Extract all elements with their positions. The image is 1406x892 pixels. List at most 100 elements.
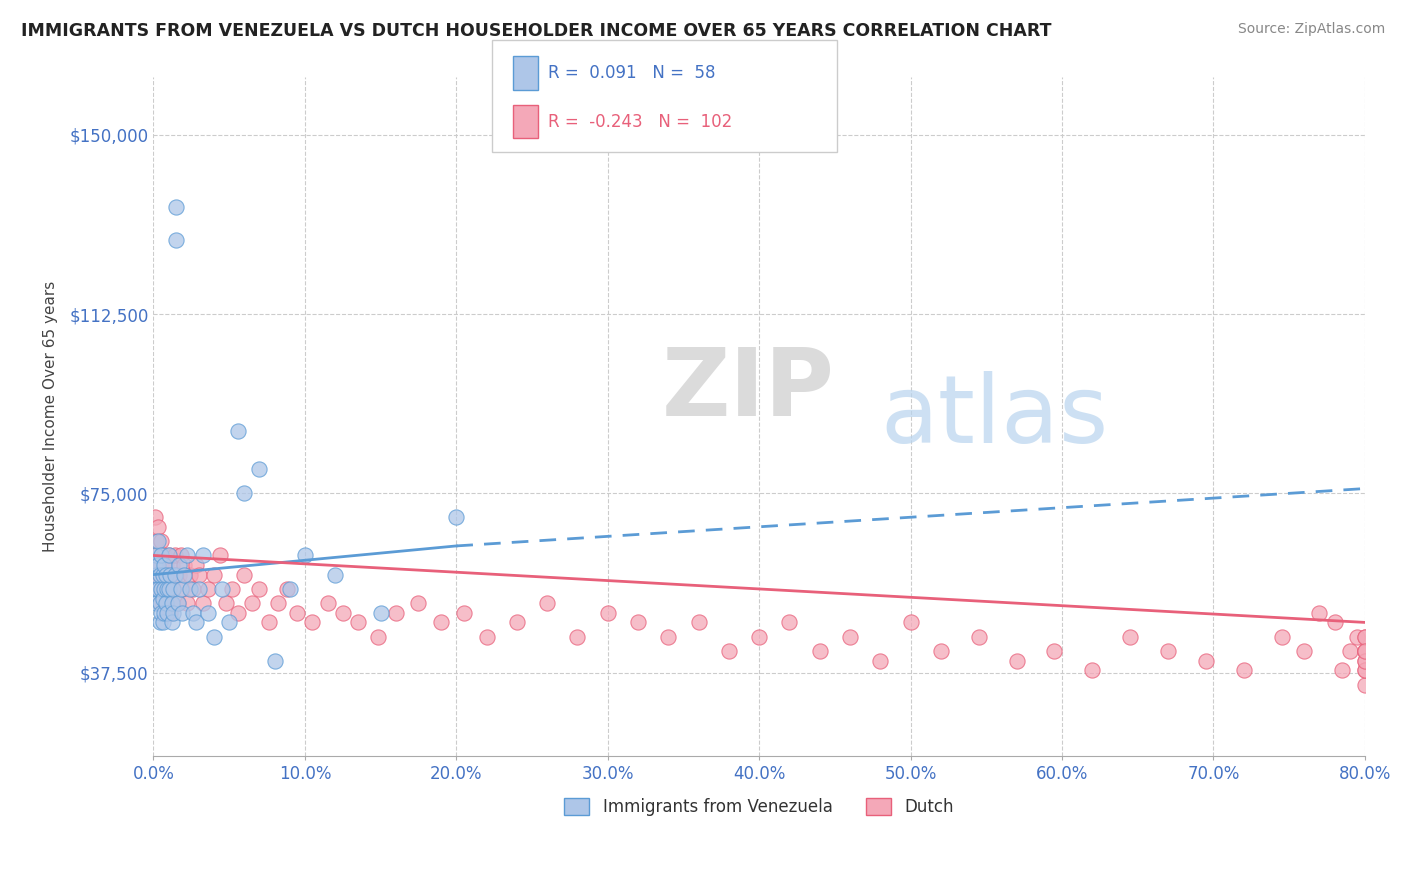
Point <box>156 582 179 596</box>
Legend: Immigrants from Venezuela, Dutch: Immigrants from Venezuela, Dutch <box>558 791 960 822</box>
Point <box>900 615 922 630</box>
Point <box>145 549 167 563</box>
Point <box>209 549 232 563</box>
Point <box>167 567 190 582</box>
Point <box>323 567 346 582</box>
Point <box>215 596 238 610</box>
Point <box>301 615 323 630</box>
Point <box>150 549 173 563</box>
Point <box>197 582 219 596</box>
Point <box>1323 615 1346 630</box>
Point <box>211 582 233 596</box>
Point <box>146 558 169 572</box>
Point <box>1195 654 1218 668</box>
Point <box>1081 663 1104 677</box>
Point <box>145 534 167 549</box>
Point <box>249 582 271 596</box>
Point <box>1308 606 1330 620</box>
Point <box>146 582 169 596</box>
Point <box>148 596 170 610</box>
Point <box>1354 654 1376 668</box>
Point <box>202 567 225 582</box>
Point <box>1346 630 1368 644</box>
Point <box>1354 644 1376 658</box>
Text: Source: ZipAtlas.com: Source: ZipAtlas.com <box>1237 22 1385 37</box>
Point <box>430 615 453 630</box>
Point <box>193 549 215 563</box>
Point <box>276 582 298 596</box>
Point <box>153 582 176 596</box>
Point <box>929 644 952 658</box>
Y-axis label: Householder Income Over 65 years: Householder Income Over 65 years <box>44 281 58 552</box>
Point <box>150 534 173 549</box>
Point <box>159 606 181 620</box>
Point <box>453 606 475 620</box>
Point <box>146 582 169 596</box>
Point <box>688 615 710 630</box>
Point <box>162 582 184 596</box>
Point <box>148 596 170 610</box>
Point <box>1043 644 1066 658</box>
Point <box>162 582 184 596</box>
Point <box>166 596 188 610</box>
Point <box>150 582 173 596</box>
Point <box>240 596 263 610</box>
Point <box>1354 677 1376 691</box>
Point <box>278 582 301 596</box>
Point <box>146 534 169 549</box>
Point <box>152 567 174 582</box>
Point <box>294 549 316 563</box>
Point <box>347 615 370 630</box>
Point <box>160 615 183 630</box>
Point <box>143 582 166 596</box>
Point <box>197 606 219 620</box>
Point <box>506 615 529 630</box>
Point <box>285 606 308 620</box>
Point <box>153 582 176 596</box>
Point <box>157 582 180 596</box>
Point <box>181 582 204 596</box>
Point <box>1354 663 1376 677</box>
Point <box>1294 644 1316 658</box>
Point <box>155 596 177 610</box>
Point <box>1354 644 1376 658</box>
Point <box>173 567 195 582</box>
Point <box>143 558 166 572</box>
Point <box>193 596 215 610</box>
Point <box>152 596 174 610</box>
Point <box>165 567 187 582</box>
Point <box>148 567 170 582</box>
Point <box>157 549 180 563</box>
Point <box>148 615 170 630</box>
Point <box>176 596 198 610</box>
Point <box>146 520 169 534</box>
Point <box>221 582 243 596</box>
Point <box>257 615 280 630</box>
Point <box>145 567 167 582</box>
Point <box>1354 630 1376 644</box>
Point <box>627 615 650 630</box>
Text: R =  -0.243   N =  102: R = -0.243 N = 102 <box>548 112 733 130</box>
Point <box>145 596 167 610</box>
Point <box>218 615 240 630</box>
Point <box>1331 663 1354 677</box>
Point <box>143 549 166 563</box>
Point <box>152 591 174 606</box>
Point <box>446 510 468 524</box>
Point <box>1119 630 1142 644</box>
Point <box>170 549 193 563</box>
Point <box>263 654 285 668</box>
Point <box>156 606 179 620</box>
Point <box>155 596 177 610</box>
Point <box>155 567 177 582</box>
Point <box>150 558 173 572</box>
Point <box>159 567 181 582</box>
Point <box>226 424 249 438</box>
Point <box>316 596 339 610</box>
Point <box>163 549 186 563</box>
Point <box>156 606 179 620</box>
Point <box>869 654 891 668</box>
Point <box>159 567 181 582</box>
Point <box>839 630 862 644</box>
Text: R =  0.091   N =  58: R = 0.091 N = 58 <box>548 64 716 82</box>
